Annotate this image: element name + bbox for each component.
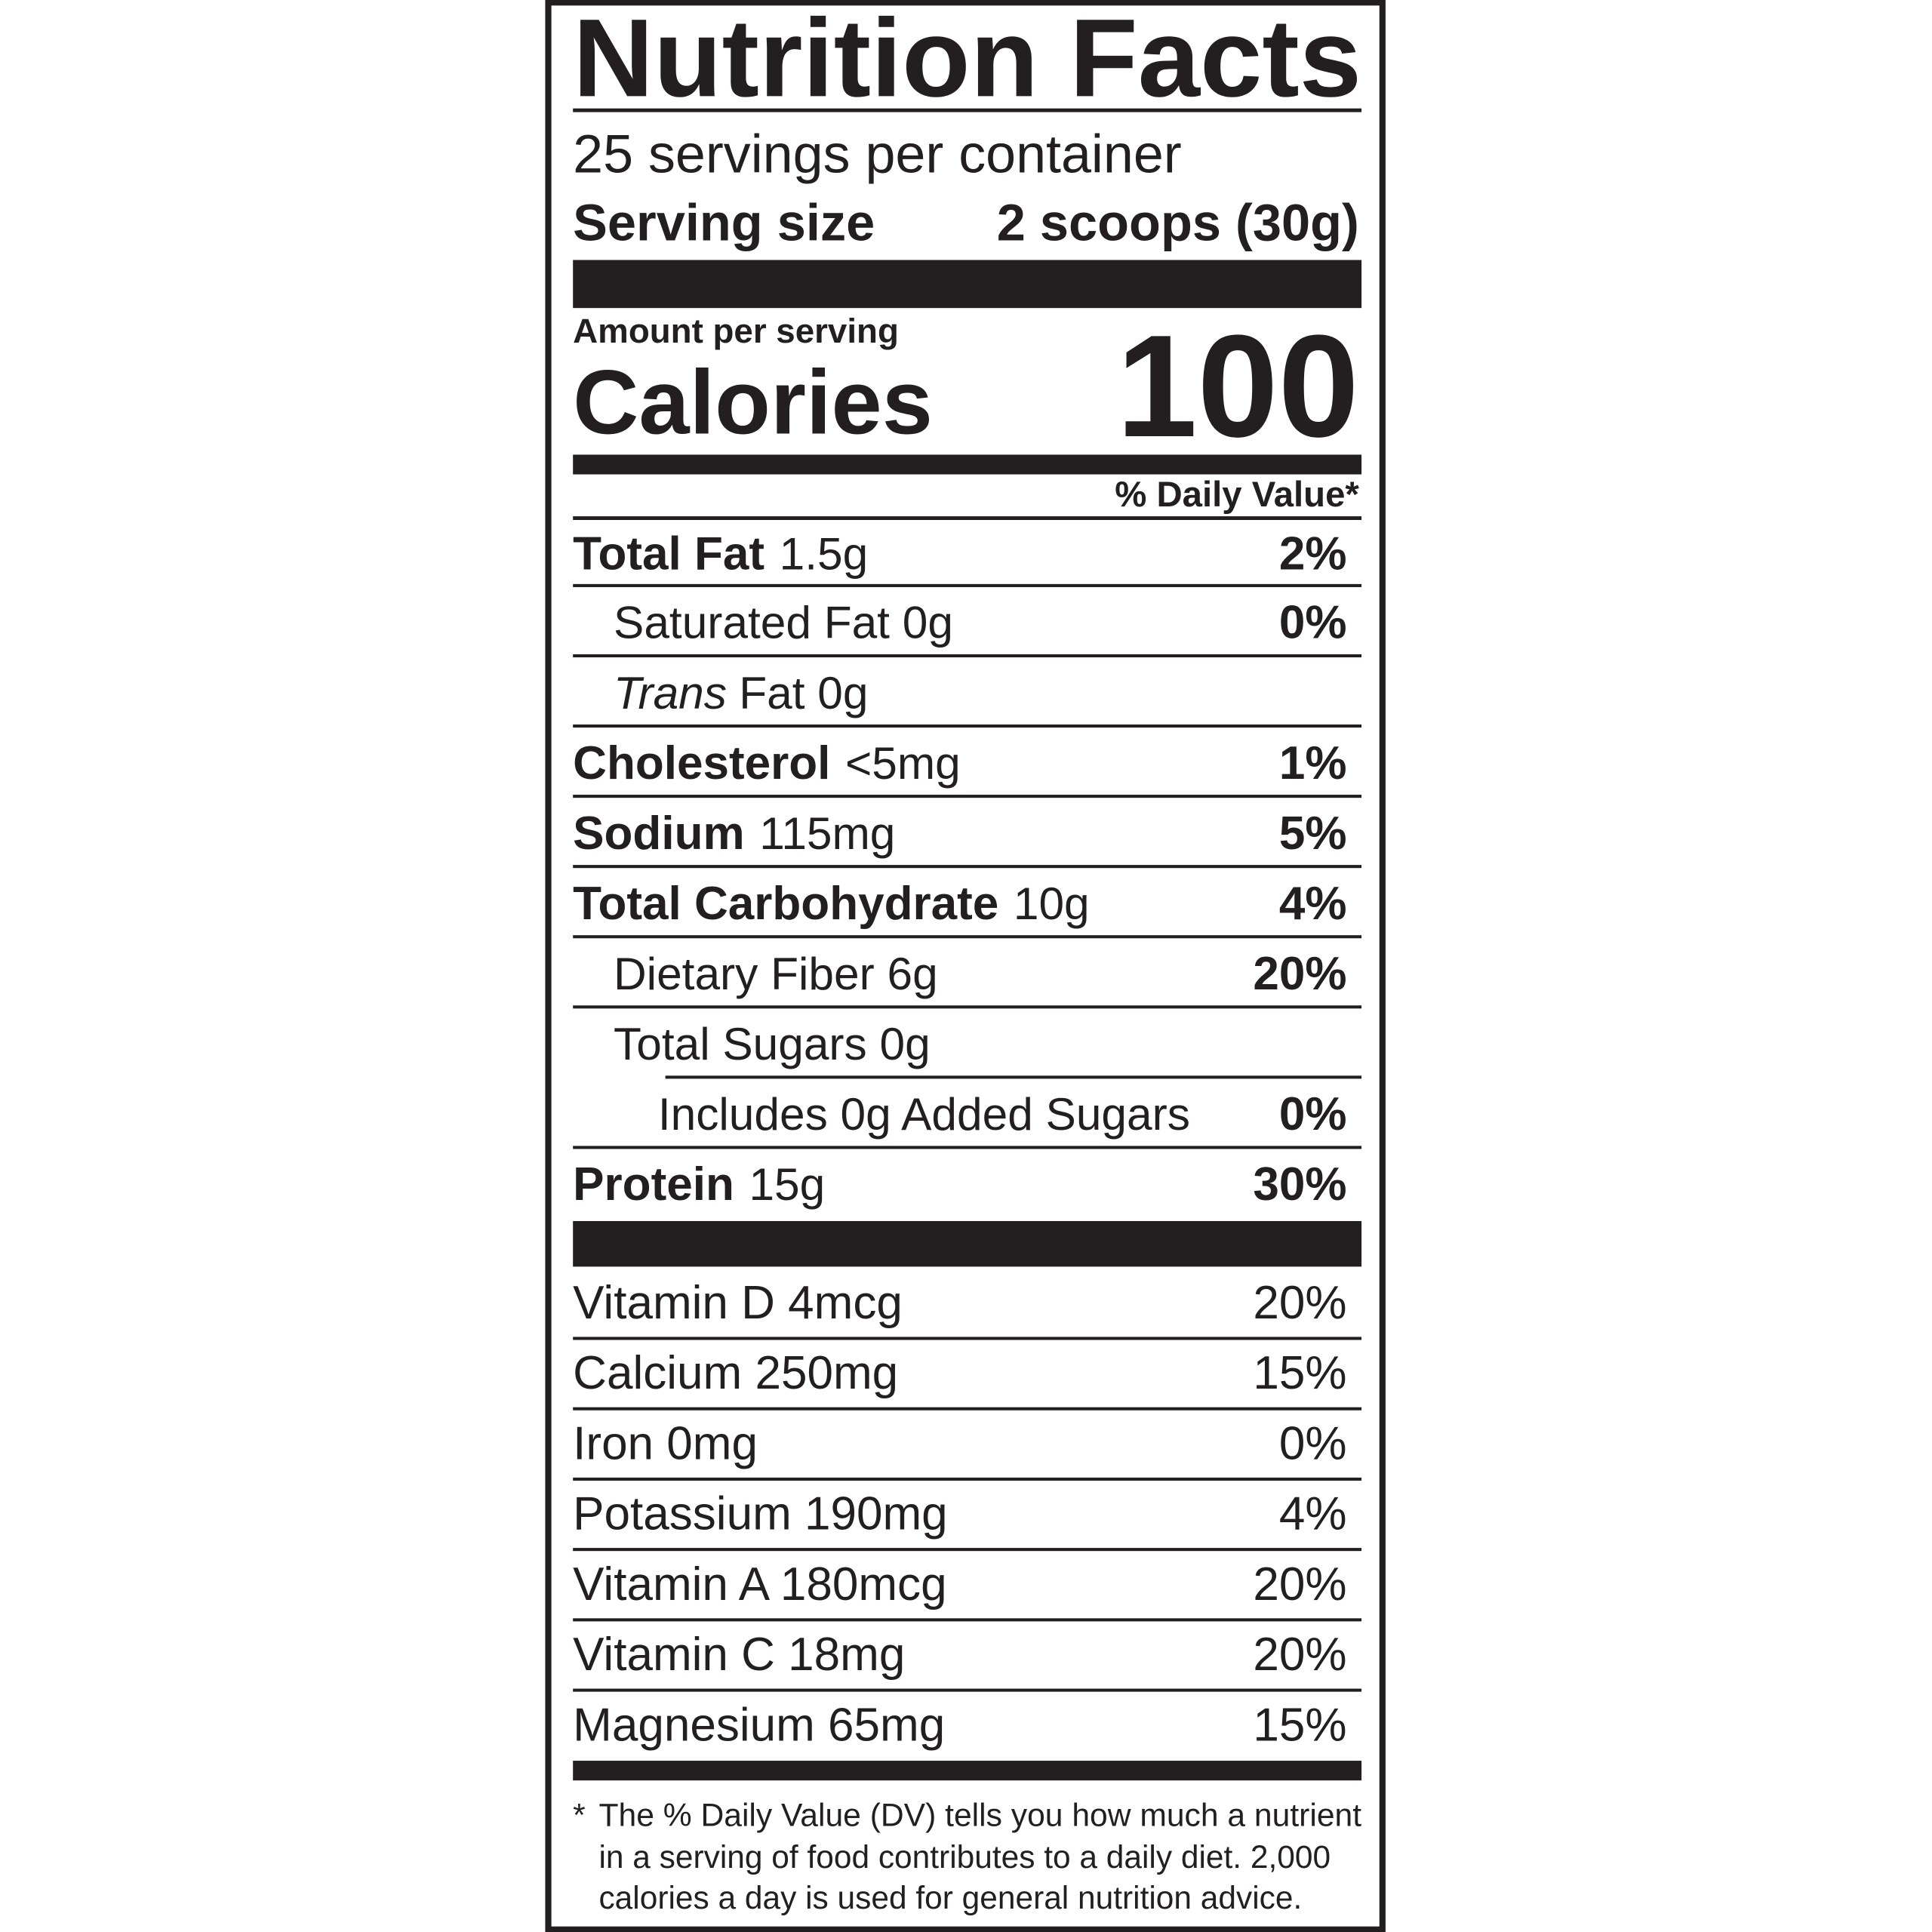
label-border [545, 0, 1386, 1932]
vitamin-dv: 15% [1253, 1347, 1346, 1399]
nutrient-name: Cholesterol [573, 737, 830, 789]
nutrient-dv: 0% [1279, 597, 1347, 649]
rule [573, 108, 1362, 112]
rule [573, 1548, 1362, 1552]
vitamin-rows: Vitamin D 4mcg 20% Calcium 250mg 15% Iron 0m… [573, 1277, 1362, 1751]
vitamin: Calcium 250mg [573, 1347, 898, 1399]
nutrient-amount: Fat 0g [739, 667, 868, 718]
nutrient: Total Sugars 0g [614, 1018, 931, 1069]
nutrient-dv: 2% [1279, 528, 1347, 580]
vitamin-dv: 0% [1279, 1417, 1347, 1469]
rule [573, 583, 1362, 587]
nutrient-amount: 1.5g [780, 528, 869, 579]
footnote-line: in a serving of food contributes to a da… [598, 1839, 1331, 1875]
rule [573, 935, 1362, 939]
vitamin-dv: 20% [1253, 1629, 1346, 1681]
footnote-marker: * [573, 1798, 586, 1833]
vitamin-dv: 20% [1253, 1558, 1346, 1611]
nutrient: Total Fat 1.5g [573, 528, 868, 580]
calories-label: Calories [573, 352, 933, 454]
nutrient: Total Carbohydrate 10g [573, 878, 1089, 930]
rule [573, 516, 1362, 520]
nutrient-name: Total Fat [573, 528, 764, 580]
nutrient-name: Total Carbohydrate [573, 878, 998, 930]
nutrient: Includes 0g Added Sugars [658, 1088, 1190, 1140]
nutrient-dv: 30% [1253, 1158, 1346, 1211]
rule [573, 724, 1362, 728]
rule [665, 1075, 1362, 1079]
vitamin: Potassium 190mg [573, 1488, 947, 1540]
nutrient: Trans Fat 0g [614, 667, 868, 718]
vitamin: Vitamin A 180mcg [573, 1558, 946, 1611]
rule [573, 865, 1362, 869]
title: Nutrition Facts [573, 0, 1361, 120]
nutrient-amount: 10g [1014, 878, 1090, 929]
rule [573, 1688, 1362, 1692]
nutrient: Sodium 115mg [573, 808, 895, 860]
serving-size-value: 2 scoops (30g) [997, 193, 1359, 251]
nutrient-dv: 20% [1253, 948, 1346, 1000]
nutrient-rows: Total Fat 1.5g 2% Saturated Fat 0g 0% Tra… [573, 528, 1362, 1211]
nutrient-amount: 115mg [759, 808, 895, 859]
footnote-line: calories a day is used for general nutri… [598, 1880, 1302, 1915]
rule [573, 1407, 1362, 1411]
nutrient: Protein 15g [573, 1158, 825, 1211]
rule [573, 795, 1362, 798]
calories-value: 100 [1116, 305, 1358, 467]
thick-rule [573, 260, 1362, 309]
amount-per-serving: Amount per serving [573, 312, 899, 350]
nutrient: Dietary Fiber 6g [614, 948, 938, 999]
rule [573, 1337, 1362, 1340]
thick-rule [573, 1761, 1362, 1781]
rule [573, 1146, 1362, 1149]
nutrient-name: Trans [614, 667, 727, 718]
nutrient-amount: 15g [749, 1158, 825, 1210]
vitamin: Vitamin D 4mcg [573, 1277, 903, 1329]
rule [573, 1005, 1362, 1009]
nutrient-dv: 0% [1279, 1088, 1347, 1140]
thick-rule [573, 454, 1362, 475]
vitamin-dv: 20% [1253, 1277, 1346, 1329]
nutrient-amount: <5mg [845, 737, 961, 789]
dv-header: % Daily Value* [1115, 475, 1359, 515]
nutrient-dv: 1% [1279, 737, 1347, 789]
vitamin: Magnesium 65mg [573, 1699, 945, 1751]
nutrient: Saturated Fat 0g [614, 597, 953, 648]
nutrient-name: Sodium [573, 808, 744, 860]
serving-size-label: Serving size [573, 193, 875, 251]
vitamin-dv: 4% [1279, 1488, 1347, 1540]
vitamin: Iron 0mg [573, 1417, 758, 1469]
footnote-line: The % Daily Value (DV) tells you how muc… [598, 1798, 1361, 1833]
nutrient-dv: 5% [1279, 808, 1347, 860]
servings: 25 servings per container [573, 125, 1182, 185]
vitamin-dv: 15% [1253, 1699, 1346, 1751]
nutrient-name: Protein [573, 1158, 734, 1211]
nutrient-dv: 4% [1279, 878, 1347, 930]
thick-rule [573, 1220, 1362, 1267]
rule [573, 1618, 1362, 1622]
vitamin: Vitamin C 18mg [573, 1629, 905, 1681]
nutrient: Cholesterol <5mg [573, 737, 961, 789]
rule [573, 1477, 1362, 1481]
rule [573, 654, 1362, 658]
